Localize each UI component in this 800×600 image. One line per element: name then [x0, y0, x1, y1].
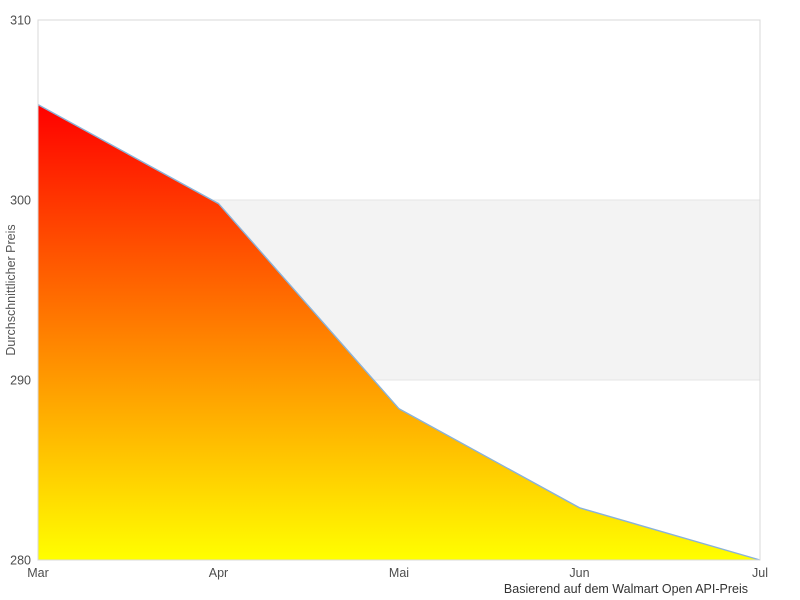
- x-tick-label: Mai: [389, 566, 409, 580]
- plot-border: [37, 19, 761, 561]
- y-axis-title: Durchschnittlicher Preis: [4, 224, 18, 356]
- x-tick-label: Jul: [752, 566, 768, 580]
- y-tick-label: 310: [10, 14, 31, 28]
- x-tick-label: Jun: [569, 566, 589, 580]
- y-tick-label: 300: [10, 194, 31, 208]
- x-tick-label: Mar: [27, 566, 49, 580]
- y-tick-label: 280: [10, 554, 31, 568]
- y-tick-label: 290: [10, 374, 31, 388]
- chart-caption: Basierend auf dem Walmart Open API-Preis: [503, 582, 748, 596]
- price-line: [37, 103, 761, 561]
- area-fill: [38, 104, 760, 560]
- x-tick-label: Apr: [209, 566, 228, 580]
